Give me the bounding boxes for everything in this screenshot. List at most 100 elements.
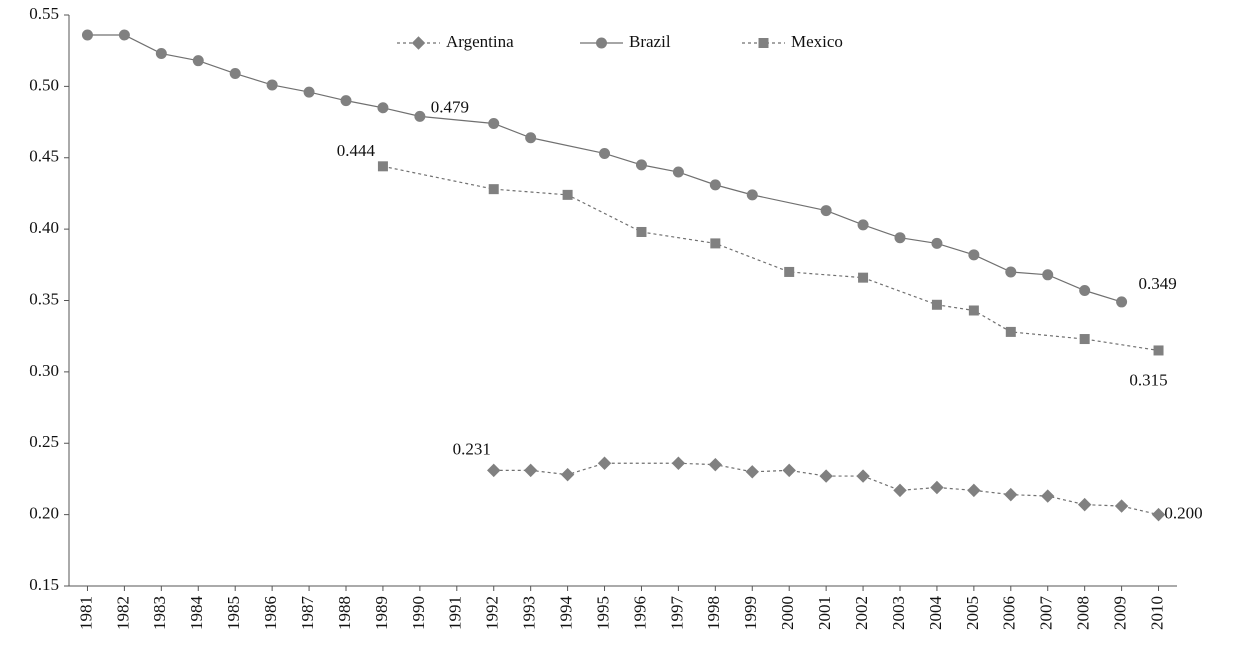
legend: Argentina Brazil Mexico — [397, 32, 843, 51]
y-tick-label: 0.30 — [29, 361, 59, 380]
x-tick-label: 1981 — [76, 596, 95, 630]
point — [1005, 326, 1016, 337]
point — [155, 48, 167, 60]
x-tick-label: 2008 — [1074, 596, 1093, 630]
point — [192, 55, 204, 67]
point — [597, 456, 612, 470]
x-tick-label: 1991 — [446, 596, 465, 630]
point — [930, 480, 944, 495]
x-tick-label: 1987 — [298, 596, 317, 631]
point — [1005, 266, 1017, 278]
x-tick-label: 1988 — [335, 596, 354, 630]
point — [782, 463, 796, 478]
point — [635, 159, 647, 171]
point — [819, 469, 833, 483]
point — [968, 249, 980, 261]
point — [1079, 334, 1090, 345]
point — [562, 189, 573, 200]
y-tick-label: 0.15 — [29, 575, 59, 594]
x-tick-label: 1985 — [224, 596, 243, 630]
point — [968, 305, 979, 316]
point — [893, 483, 907, 498]
x-tick-label: 1996 — [630, 596, 649, 630]
point — [599, 147, 611, 159]
point — [636, 226, 647, 237]
point — [708, 457, 723, 472]
y-tick-label: 0.20 — [29, 504, 59, 523]
y-tick-label: 0.55 — [29, 4, 59, 23]
point — [820, 205, 832, 217]
point — [710, 238, 721, 249]
x-tick-label: 2010 — [1147, 596, 1166, 630]
series-line — [87, 34, 1122, 303]
x-tick-label: 2001 — [815, 596, 834, 630]
point — [340, 95, 352, 107]
point — [1114, 499, 1129, 513]
point — [229, 68, 241, 80]
point — [488, 184, 499, 195]
x-tick-label: 2003 — [889, 596, 908, 630]
data-label: 0.479 — [431, 97, 469, 116]
series-line — [493, 462, 1159, 516]
x-tick-label: 2006 — [1000, 596, 1019, 630]
legend-marker — [411, 36, 426, 50]
x-tick-label: 2005 — [963, 596, 982, 630]
point — [81, 29, 93, 41]
point — [967, 483, 981, 498]
data-label: 0.349 — [1138, 274, 1176, 293]
point — [487, 463, 501, 478]
y-tick-label: 0.35 — [29, 289, 59, 308]
point — [488, 117, 500, 129]
data-label: 0.315 — [1129, 370, 1167, 389]
point — [523, 463, 538, 478]
point — [1116, 296, 1128, 308]
data-label: 0.200 — [1164, 504, 1202, 523]
x-tick-label: 2002 — [852, 596, 871, 630]
point — [671, 456, 686, 470]
x-tick-label: 2000 — [778, 596, 797, 630]
point — [377, 161, 388, 172]
data-label: 0.444 — [337, 141, 376, 160]
legend-label: Brazil — [629, 32, 671, 51]
point — [894, 232, 906, 244]
legend-label: Argentina — [446, 32, 514, 51]
point — [709, 179, 721, 191]
y-tick-label: 0.50 — [29, 75, 59, 94]
point — [1004, 487, 1018, 502]
point — [1153, 345, 1164, 356]
x-tick-label: 2009 — [1111, 596, 1130, 630]
point — [745, 465, 759, 479]
y-tick-label: 0.40 — [29, 218, 59, 237]
point — [266, 79, 278, 91]
point — [414, 110, 426, 122]
point — [1079, 285, 1091, 297]
x-tick-label: 1984 — [187, 596, 206, 631]
point — [1042, 269, 1054, 281]
legend-marker — [758, 38, 769, 48]
x-tick-label: 1997 — [667, 596, 686, 631]
x-tick-label: 2004 — [926, 596, 945, 631]
x-tick-label: 1992 — [483, 596, 502, 630]
point — [1041, 489, 1055, 503]
point — [784, 266, 795, 277]
legend-label: Mexico — [791, 32, 843, 51]
point — [672, 166, 684, 178]
x-tick-label: 1995 — [593, 596, 612, 630]
x-tick-label: 1993 — [520, 596, 539, 630]
y-tick-label: 0.45 — [29, 147, 59, 166]
x-tick-label: 1989 — [372, 596, 391, 630]
point — [746, 189, 758, 201]
x-tick-label: 1998 — [704, 596, 723, 630]
x-tick-label: 1983 — [150, 596, 169, 630]
x-tick-label: 1990 — [409, 596, 428, 630]
point — [560, 467, 575, 482]
point — [377, 102, 389, 114]
point — [857, 219, 869, 231]
x-tick-label: 1986 — [261, 596, 280, 630]
point — [856, 469, 870, 483]
point — [858, 272, 869, 283]
point — [118, 29, 130, 41]
x-tick-label: 1994 — [557, 596, 576, 631]
x-tick-label: 1982 — [113, 596, 132, 630]
